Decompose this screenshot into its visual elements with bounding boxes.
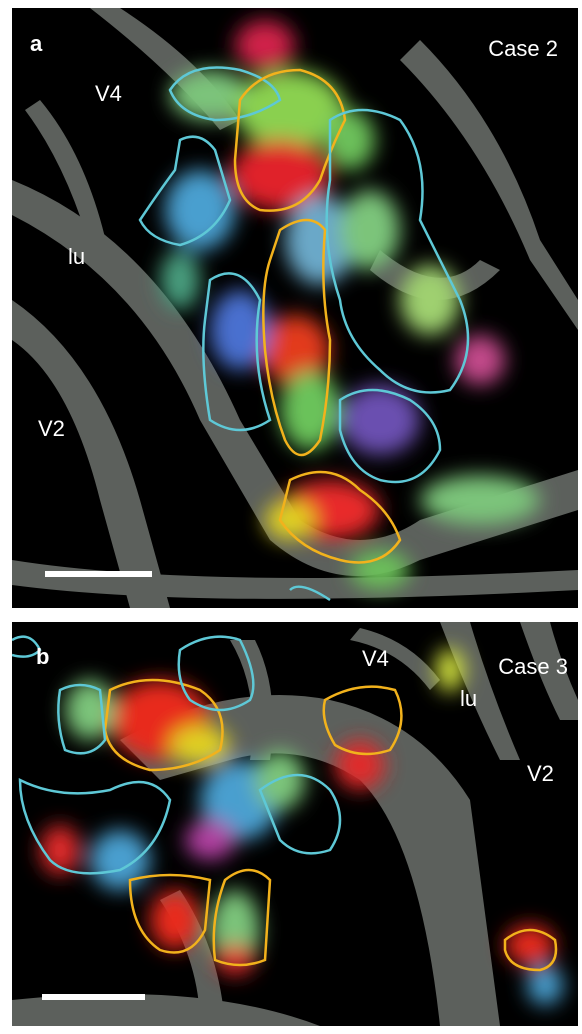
panel-label: b xyxy=(36,644,49,669)
area-label: V2 xyxy=(38,416,65,441)
area-label: lu xyxy=(68,244,85,269)
panel-label: a xyxy=(30,31,43,56)
page: a Case 2 V4 lu V2 xyxy=(0,0,582,1029)
area-label: V4 xyxy=(362,646,389,671)
area-label: V2 xyxy=(527,761,554,786)
panel-b-image xyxy=(12,622,578,1026)
area-label: V4 xyxy=(95,81,122,106)
case-label: Case 3 xyxy=(498,654,568,679)
area-label: lu xyxy=(460,686,477,711)
figure: a Case 2 V4 lu V2 xyxy=(0,0,582,1029)
case-label: Case 2 xyxy=(488,36,558,61)
